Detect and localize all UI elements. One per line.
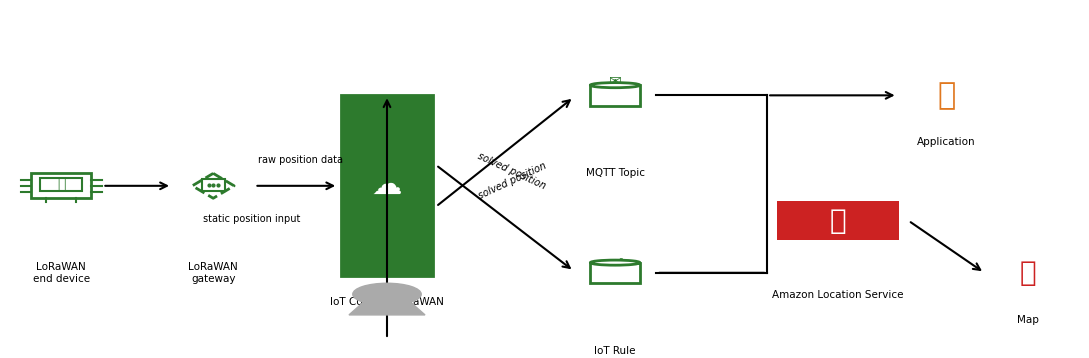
Text: Application: Application bbox=[917, 137, 976, 147]
FancyBboxPatch shape bbox=[201, 179, 224, 191]
Ellipse shape bbox=[590, 83, 640, 88]
Text: ☁: ☁ bbox=[371, 171, 402, 200]
Circle shape bbox=[353, 283, 421, 305]
Text: IoT Rule: IoT Rule bbox=[595, 346, 636, 356]
FancyBboxPatch shape bbox=[590, 263, 640, 283]
Text: Amazon Location Service: Amazon Location Service bbox=[772, 290, 904, 300]
Text: MQTT Topic: MQTT Topic bbox=[586, 168, 645, 178]
Polygon shape bbox=[348, 301, 425, 315]
Text: solved position: solved position bbox=[476, 151, 548, 191]
Text: Map: Map bbox=[1017, 315, 1039, 325]
FancyBboxPatch shape bbox=[590, 85, 640, 106]
FancyBboxPatch shape bbox=[32, 173, 91, 198]
FancyBboxPatch shape bbox=[776, 201, 898, 240]
Text: static position input: static position input bbox=[203, 214, 301, 224]
Text: raw position data: raw position data bbox=[258, 155, 343, 165]
Text: LoRaWAN
end device: LoRaWAN end device bbox=[33, 262, 89, 284]
Text: solved position: solved position bbox=[476, 161, 548, 202]
Text: ✂: ✂ bbox=[607, 249, 623, 268]
Text: IoT Core for LoRaWAN: IoT Core for LoRaWAN bbox=[330, 297, 444, 307]
Text: 📍: 📍 bbox=[830, 207, 846, 234]
Text: 🚗: 🚗 bbox=[57, 177, 65, 191]
Text: 🍃: 🍃 bbox=[938, 81, 955, 110]
Ellipse shape bbox=[590, 260, 640, 265]
FancyBboxPatch shape bbox=[40, 178, 82, 192]
Text: LoRaWAN
gateway: LoRaWAN gateway bbox=[188, 262, 238, 284]
Text: ✉: ✉ bbox=[609, 74, 622, 88]
Text: 🗺: 🗺 bbox=[1019, 259, 1036, 287]
FancyBboxPatch shape bbox=[341, 95, 433, 276]
